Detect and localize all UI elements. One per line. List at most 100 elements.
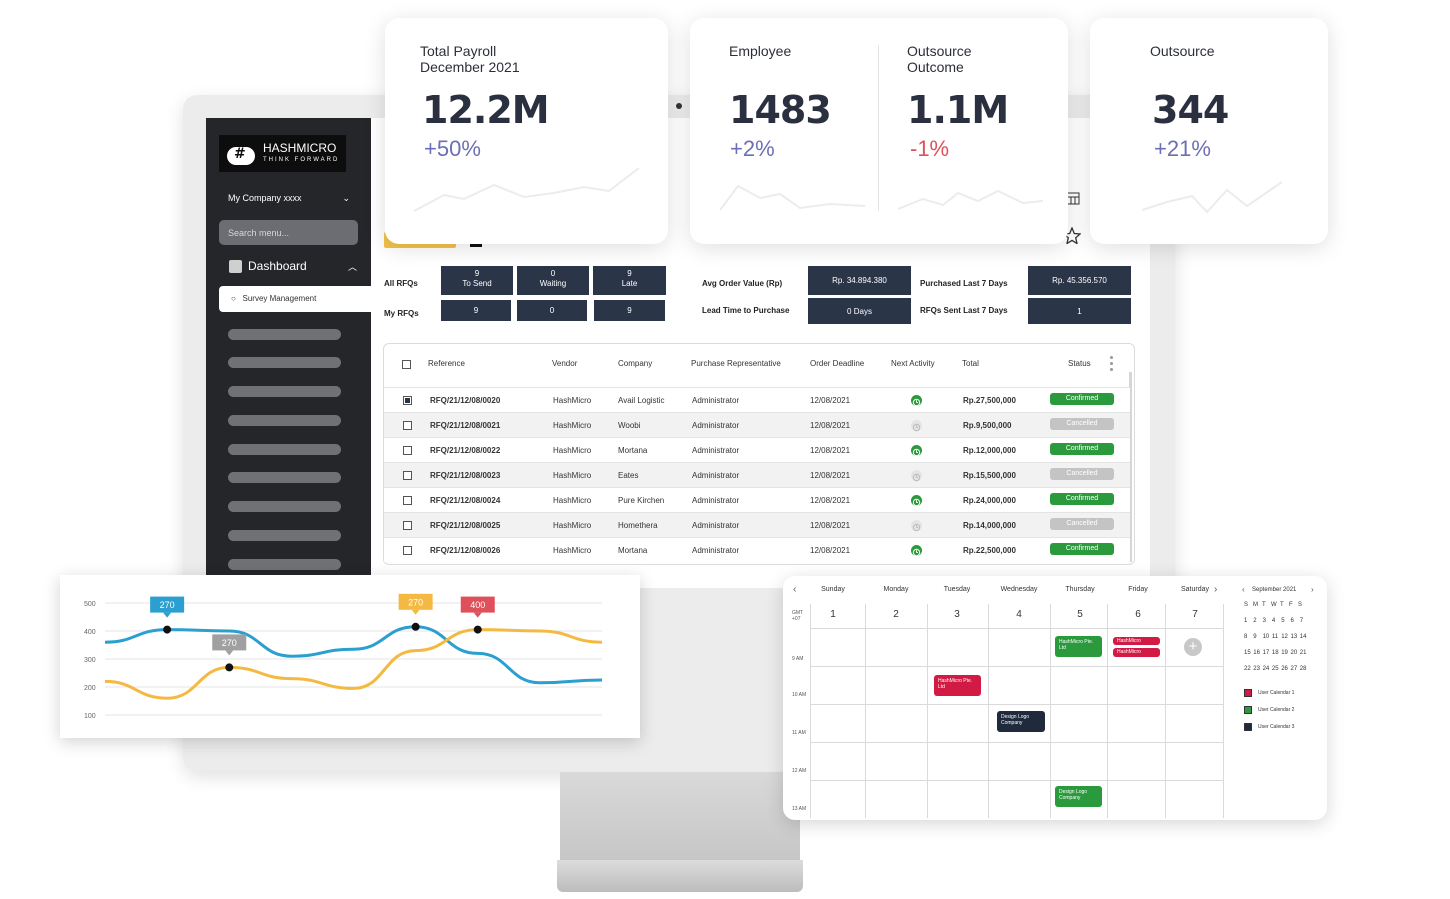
mini-day[interactable]: 2	[1253, 618, 1257, 624]
chevron-left-icon[interactable]: ‹	[793, 584, 797, 595]
cell-ref[interactable]: RFQ/21/12/08/0024	[430, 496, 501, 505]
rfq-to-send-box[interactable]: 9 To Send	[441, 266, 513, 295]
data-point[interactable]	[473, 625, 482, 634]
mini-day[interactable]: 19	[1281, 650, 1288, 656]
mini-day[interactable]: 15	[1244, 650, 1251, 656]
table-scrollbar[interactable]	[1129, 372, 1132, 562]
sidebar-placeholder-item[interactable]	[228, 444, 341, 455]
mini-weekday[interactable]: S	[1244, 602, 1249, 608]
table-row[interactable]: RFQ/21/12/08/0020 HashMicro Avail Logistic…	[384, 387, 1130, 412]
cell-ref[interactable]: RFQ/21/12/08/0020	[430, 396, 501, 405]
my-rfq-to-send-box[interactable]: 9	[441, 300, 511, 321]
cell-ref[interactable]: RFQ/21/12/08/0021	[430, 421, 501, 430]
mini-day[interactable]: 10	[1262, 634, 1270, 640]
kpi-card-payroll[interactable]	[385, 18, 668, 244]
row-checkbox[interactable]	[403, 396, 412, 405]
sidebar-placeholder-item[interactable]	[228, 329, 341, 340]
sidebar-item-dashboard[interactable]: Dashboard ︿	[229, 258, 357, 274]
kpi-card-employee[interactable]	[690, 18, 1068, 244]
sidebar-placeholder-item[interactable]	[228, 386, 341, 397]
mini-day[interactable]: 12	[1281, 634, 1288, 640]
mini-weekday[interactable]: S	[1298, 602, 1303, 608]
chevron-right-icon[interactable]: ›	[1311, 585, 1314, 594]
calendar-toggle-checkbox[interactable]	[1244, 706, 1252, 714]
mini-day[interactable]: 16	[1253, 650, 1260, 656]
cell-ref[interactable]: RFQ/21/12/08/0025	[430, 521, 501, 530]
purchased-value[interactable]: Rp. 45.356.570	[1028, 266, 1131, 295]
sidebar-placeholder-item[interactable]	[228, 530, 341, 541]
column-header[interactable]: Purchase Representative	[691, 359, 781, 368]
clock-icon[interactable]	[911, 445, 922, 457]
row-checkbox[interactable]	[403, 496, 412, 505]
sidebar-placeholder-item[interactable]	[228, 357, 341, 368]
clock-icon[interactable]	[911, 545, 922, 557]
mini-weekday[interactable]: M	[1253, 602, 1258, 608]
search-menu-input[interactable]: Search menu...	[219, 220, 358, 245]
sidebar-placeholder-item[interactable]	[228, 501, 341, 512]
mini-day[interactable]: 3	[1262, 618, 1266, 624]
cell-ref[interactable]: RFQ/21/12/08/0022	[430, 446, 501, 455]
rfq-late-box[interactable]: 9 Late	[593, 266, 666, 295]
table-row[interactable]: RFQ/21/12/08/0025 HashMicro Homethera Admin…	[384, 512, 1130, 537]
data-point[interactable]	[163, 625, 172, 634]
row-checkbox[interactable]	[403, 546, 412, 555]
mini-day[interactable]: 11	[1271, 634, 1279, 640]
sidebar-placeholder-item[interactable]	[228, 559, 341, 570]
cell-ref[interactable]: RFQ/21/12/08/0023	[430, 471, 501, 480]
calendar-toggle-checkbox[interactable]	[1244, 689, 1252, 697]
mini-day[interactable]: 14	[1299, 634, 1307, 640]
column-header[interactable]: Reference	[428, 359, 465, 368]
column-header[interactable]: Order Deadline	[810, 359, 865, 368]
table-row[interactable]: RFQ/21/12/08/0024 HashMicro Pure Kirchen Ad…	[384, 487, 1130, 512]
table-row[interactable]: RFQ/21/12/08/0022 HashMicro Mortana Adminis…	[384, 437, 1130, 462]
clock-icon[interactable]	[911, 420, 922, 432]
calendar-toggle-checkbox[interactable]	[1244, 723, 1252, 731]
mini-weekday[interactable]: T	[1280, 602, 1284, 608]
calendar-event[interactable]: Design Logo Company	[997, 711, 1045, 732]
row-checkbox[interactable]	[403, 446, 412, 455]
series-line[interactable]	[104, 625, 603, 685]
data-point[interactable]	[225, 663, 234, 672]
column-header[interactable]: Total	[962, 359, 979, 368]
chevron-left-icon[interactable]: ‹	[1242, 585, 1245, 594]
avg-order-value[interactable]: Rp. 34.894.380	[808, 266, 911, 295]
kpi-card-outsource[interactable]	[1090, 18, 1328, 244]
column-header[interactable]: Next Activity	[891, 359, 935, 368]
select-all-checkbox[interactable]	[402, 360, 411, 369]
mini-weekday[interactable]: F	[1289, 602, 1293, 608]
row-checkbox[interactable]	[403, 421, 412, 430]
mini-day[interactable]: 20	[1290, 650, 1298, 656]
day-number[interactable]: 7	[1192, 609, 1198, 620]
calendar-event[interactable]: HashMicro	[1113, 637, 1160, 645]
mini-day[interactable]: 17	[1262, 650, 1270, 656]
day-number[interactable]: 4	[1016, 609, 1022, 620]
mini-day[interactable]: 8	[1244, 634, 1248, 640]
day-number[interactable]: 2	[893, 609, 899, 620]
calendar-event[interactable]: HashMicro Pte. Ltd	[934, 675, 981, 696]
day-number[interactable]: 6	[1135, 609, 1141, 620]
sidebar-placeholder-item[interactable]	[228, 472, 341, 483]
clock-icon[interactable]	[911, 520, 922, 532]
chevron-right-icon[interactable]: ›	[1214, 584, 1218, 595]
mini-day[interactable]: 23	[1253, 666, 1260, 672]
my-rfq-waiting-box[interactable]: 0	[517, 300, 587, 321]
rfqs-sent-value[interactable]: 1	[1028, 298, 1131, 324]
column-header[interactable]: Status	[1068, 359, 1091, 368]
lead-time-value[interactable]: 0 Days	[808, 298, 911, 324]
mini-day[interactable]: 24	[1262, 666, 1270, 672]
series-line[interactable]	[104, 628, 603, 700]
data-point[interactable]	[411, 622, 420, 631]
table-row[interactable]: RFQ/21/12/08/0021 HashMicro Woobi Administr…	[384, 412, 1130, 437]
row-checkbox[interactable]	[403, 521, 412, 530]
clock-icon[interactable]	[911, 495, 922, 507]
day-number[interactable]: 3	[954, 609, 960, 620]
rfq-waiting-box[interactable]: 0 Waiting	[517, 266, 589, 295]
mini-day[interactable]: 9	[1253, 634, 1257, 640]
calendar-event[interactable]: HashMicro Pte. Ltd	[1055, 636, 1102, 657]
mini-day[interactable]: 18	[1271, 650, 1279, 656]
row-checkbox[interactable]	[403, 471, 412, 480]
company-selector[interactable]: My Company xxxx ⌄	[228, 193, 350, 204]
clock-icon[interactable]	[911, 470, 922, 482]
table-row[interactable]: RFQ/21/12/08/0026 HashMicro Mortana Adminis…	[384, 537, 1130, 562]
mini-day[interactable]: 7	[1299, 618, 1304, 624]
